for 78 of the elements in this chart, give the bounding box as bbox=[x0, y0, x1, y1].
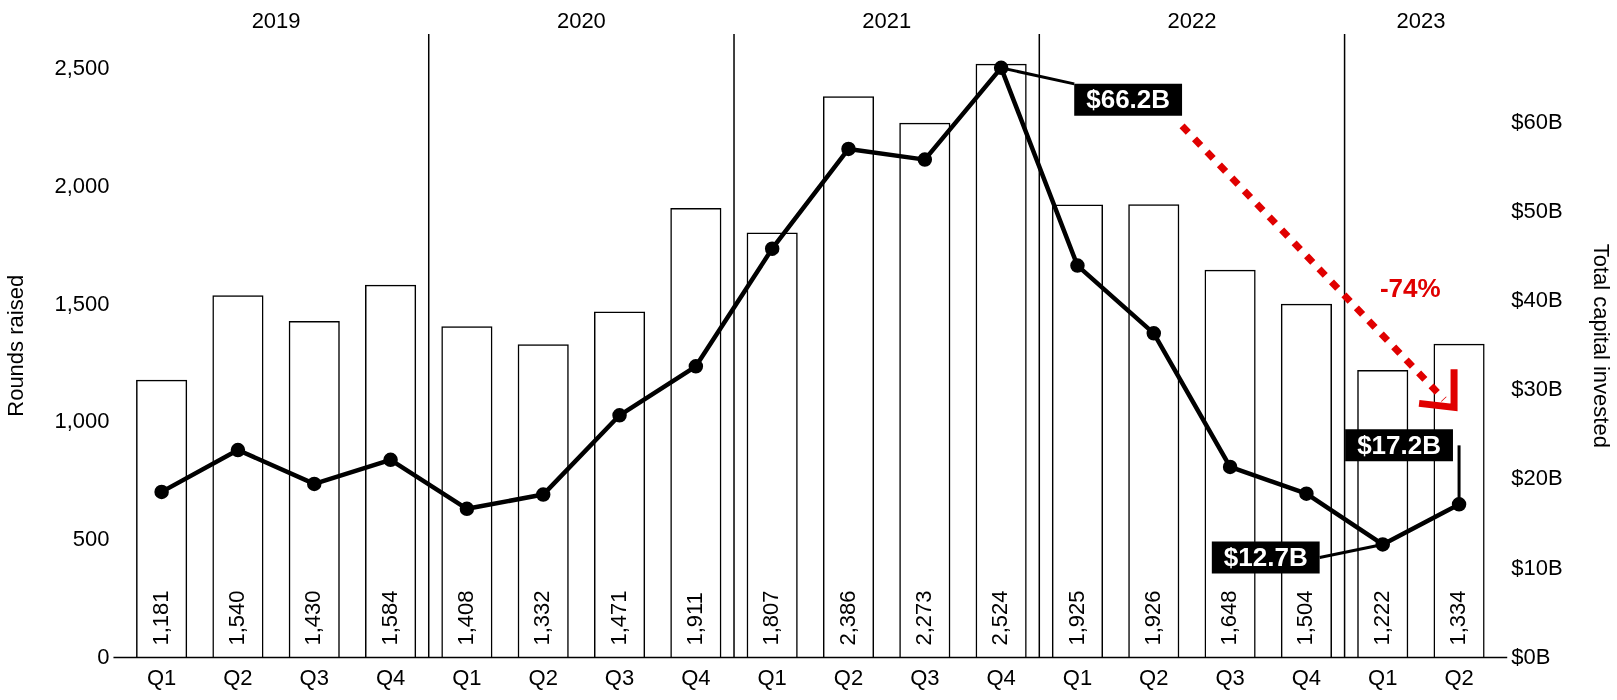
data-label: 1,332 bbox=[529, 590, 555, 646]
data-label: 1,911 bbox=[681, 592, 707, 646]
x-tick-label: Q1 bbox=[146, 664, 177, 690]
x-tick-label: Q4 bbox=[1291, 664, 1322, 690]
x-tick-label: Q2 bbox=[528, 664, 558, 690]
y-tick-label: 0 bbox=[97, 643, 110, 669]
data-label: 1,334 bbox=[1445, 590, 1471, 646]
point bbox=[1146, 326, 1162, 341]
point bbox=[1070, 258, 1085, 273]
point bbox=[612, 408, 627, 423]
point bbox=[154, 484, 169, 500]
data-label: 1,926 bbox=[1139, 590, 1165, 646]
y2-tick-label: $30B bbox=[1511, 376, 1563, 402]
text: 2022 bbox=[1167, 8, 1217, 34]
data-label: 2,386 bbox=[834, 590, 860, 646]
x-tick-label: Q2 bbox=[1444, 664, 1474, 690]
y-tick-label: 500 bbox=[72, 526, 110, 551]
x-tick-label: Q1 bbox=[452, 664, 482, 690]
y-tick-label: 1,500 bbox=[54, 290, 110, 316]
text: 2019 bbox=[251, 8, 301, 34]
annotation: -74% bbox=[1379, 273, 1441, 304]
x-tick-label: Q1 bbox=[1062, 664, 1093, 690]
point bbox=[230, 442, 246, 458]
point bbox=[1375, 537, 1390, 552]
text: 2023 bbox=[1396, 8, 1446, 34]
data-label: 1,925 bbox=[1063, 590, 1089, 646]
data-label: 1,471 bbox=[605, 590, 631, 646]
data-label: $66.2B bbox=[1086, 84, 1171, 115]
x-tick-label: Q4 bbox=[986, 664, 1016, 690]
data-label: 1,584 bbox=[376, 590, 402, 646]
point bbox=[764, 241, 780, 256]
x-tick-label: Q3 bbox=[604, 664, 635, 690]
x-tick-label: Q3 bbox=[1215, 664, 1245, 690]
y2-tick-label: $0B bbox=[1511, 643, 1551, 669]
y-axis-title: Rounds raised bbox=[3, 274, 29, 417]
x-tick-label: Q2 bbox=[223, 664, 253, 690]
y-tick-label: 1,000 bbox=[54, 408, 110, 434]
point bbox=[1451, 497, 1467, 512]
data-label: 1,807 bbox=[758, 590, 784, 646]
data-label: $17.2B bbox=[1357, 429, 1441, 460]
y2-tick-label: $10B bbox=[1511, 554, 1563, 580]
y2-tick-label: $50B bbox=[1511, 198, 1563, 224]
x-tick-label: Q1 bbox=[757, 664, 787, 690]
point bbox=[688, 359, 704, 374]
x-tick-label: Q3 bbox=[299, 664, 329, 690]
point bbox=[1299, 486, 1314, 501]
data-label: 1,408 bbox=[452, 590, 478, 646]
point bbox=[459, 501, 475, 517]
y-tick-label: 2,500 bbox=[54, 55, 110, 81]
x-tick-label: Q4 bbox=[681, 664, 711, 690]
point bbox=[993, 60, 1009, 76]
y2-tick-label: $60B bbox=[1511, 109, 1563, 135]
point bbox=[1222, 459, 1238, 475]
y2-tick-label: $40B bbox=[1511, 287, 1563, 313]
x-tick-label: Q2 bbox=[1139, 664, 1169, 690]
data-label: 1,181 bbox=[147, 590, 173, 646]
data-label: $12.7B bbox=[1223, 541, 1308, 572]
y2-tick-label: $20B bbox=[1511, 465, 1563, 491]
text: 2020 bbox=[556, 8, 606, 34]
point bbox=[307, 476, 322, 492]
text: 2021 bbox=[862, 8, 912, 34]
data-label: 1,540 bbox=[224, 590, 249, 646]
data-label: 1,648 bbox=[1216, 590, 1242, 646]
point bbox=[383, 452, 398, 468]
point bbox=[841, 141, 856, 157]
data-label: 1,504 bbox=[1292, 590, 1318, 646]
x-tick-label: Q4 bbox=[375, 664, 406, 690]
point bbox=[917, 152, 933, 167]
point bbox=[535, 487, 551, 502]
y2-axis-title: Total capital invested bbox=[1588, 243, 1614, 448]
x-tick-label: Q2 bbox=[833, 664, 864, 690]
x-tick-label: Q1 bbox=[1368, 664, 1398, 690]
data-label: 2,524 bbox=[987, 590, 1013, 646]
x-tick-label: Q3 bbox=[910, 664, 940, 690]
y-tick-label: 2,000 bbox=[54, 173, 110, 199]
data-label: 1,222 bbox=[1368, 590, 1394, 646]
data-label: 2,273 bbox=[910, 590, 936, 646]
data-label: 1,430 bbox=[300, 590, 326, 646]
